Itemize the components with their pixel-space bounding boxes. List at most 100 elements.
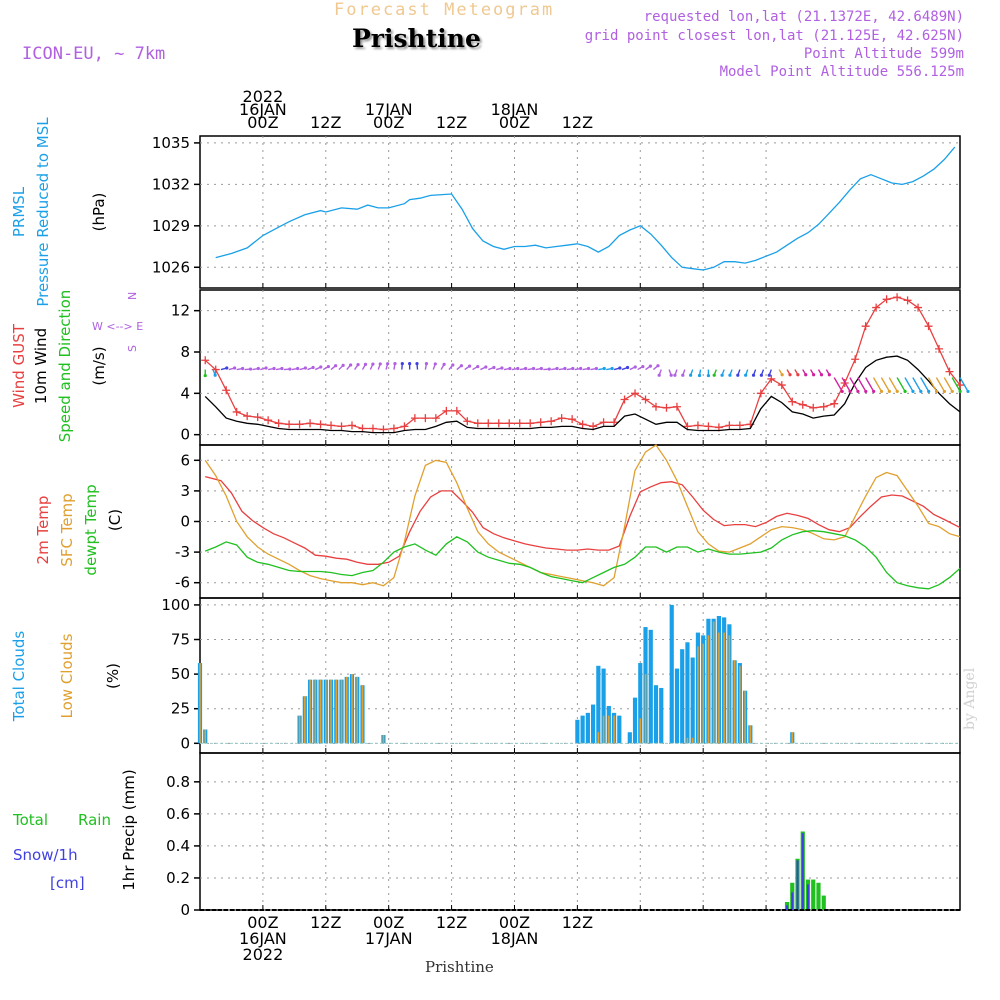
gust-marker [389,424,398,433]
gust-marker [620,395,629,404]
gust-marker [893,293,902,302]
wind-arrow-head [213,373,217,377]
temp-2m-label: 2m Temp [34,496,52,565]
wind-arrow-head [657,373,661,377]
wind-arrow-head [697,373,702,378]
pressure-panel: 1026 1029 1032 1035 [152,134,961,289]
gust-marker [756,389,765,398]
clouds-ytick-label: 0 [180,734,190,752]
low-clouds-bar [356,676,359,744]
requested-lonlat: requested lon,lat (21.1372E, 42.6489N) [643,9,964,25]
temperature-series-line [204,444,961,587]
temperature-ytick-label: -6 [175,574,190,592]
top-time-label: 00Z [247,113,278,132]
clouds-total-label: Total Clouds [10,631,28,723]
pressure-frame [199,135,961,289]
gust-marker [484,419,493,428]
low-clouds-bar [712,621,715,744]
snow-bar [791,892,794,910]
top-time-label: 2022 [243,87,284,106]
gust-marker [505,419,514,428]
wind-arrow-head [386,362,390,366]
total-clouds-bar [627,732,632,744]
wind-arrow-head [706,373,711,378]
low-clouds-bar [639,718,642,744]
clouds-panel: 0 25 50 75 100 [161,596,961,754]
gust-marker [452,406,461,415]
gust-marker [924,322,933,331]
wind-arrow-head [531,366,536,371]
gust-marker [442,406,451,415]
top-time-label: 17JAN [365,100,413,119]
low-clouds-bar [702,643,704,744]
total-clouds-bar [617,715,622,744]
snow-label: Snow/1h [13,846,78,864]
precip-frame [199,752,961,911]
gust-marker [410,414,419,423]
low-clouds-bar [298,715,301,744]
wind-arrow-head [433,362,437,366]
low-clouds-bar [361,685,364,744]
total-clouds-bar [690,657,695,744]
wind-arrow-head [788,373,792,377]
wind-arrow-head [203,373,207,378]
precip-ytick-label: 0 [180,901,190,919]
total-rain-label-1: Total [12,811,48,829]
wind-arrow [872,377,883,392]
low-clouds-bar [199,663,201,744]
low-clouds-bar [718,632,720,744]
wind-arrow-head [780,373,784,377]
wind-arrow [935,377,946,392]
wind-arrow-head [371,362,375,366]
total-clouds-bar [680,649,685,744]
top-time-label: 12Z [562,113,593,132]
wind-arrow-head [442,362,446,366]
wind-arrow-head [804,373,808,377]
wind-arrow [841,377,851,392]
low-clouds-bar [739,665,741,744]
wind-series-line [204,296,961,431]
gust-marker [788,397,797,406]
wind-arrow-head [864,389,868,394]
gust-marker [211,365,220,374]
low-clouds-bar [791,732,794,744]
total-clouds-bar [638,663,643,744]
wind-arrow-head [744,373,748,377]
wind-arrow-head [547,367,551,371]
temperature-ytick-label: -3 [175,543,190,561]
precip-ytick-label: 0.6 [166,805,190,823]
wind-arrow-head [903,389,907,394]
low-clouds-bar [686,737,689,744]
wind-arrow-head [571,366,575,371]
gust-marker [232,407,241,416]
top-time-label: 12Z [310,113,341,132]
gust-marker [777,381,786,390]
low-clouds-bar [728,635,731,744]
gust-marker [704,422,713,431]
wind-arrow-head [728,373,732,377]
wind-arrow-head [819,373,824,377]
low-clouds-bar [204,729,207,744]
wind-arrow [912,377,922,392]
gust-marker [914,303,923,312]
total-clouds-bar [591,704,596,744]
wind-ytick-label: 0 [180,426,190,444]
clouds-ytick-label: 25 [171,700,190,718]
total-clouds-bar [580,715,585,744]
wind-arrow-head [618,366,622,370]
wind-arrow [833,377,843,392]
wind-arrow-head [400,361,404,366]
wind-arrow-head [934,389,939,394]
temp-sfc-label: SFC Temp [58,493,76,566]
pressure-ytick-label: 1029 [152,217,190,235]
rain-bar [816,882,821,910]
gust-marker [547,417,556,426]
snow-unit-label: [cm] [50,874,85,892]
temperature-series-line [204,530,961,590]
product-title: Forecast Meteogram [334,0,555,20]
wind-arrow-head [656,364,660,368]
snow-bar [801,833,804,910]
temperature-ytick-label: 3 [180,482,190,500]
clouds-unit-label: (%) [104,663,122,689]
wind-unit-label: (m/s) [90,346,108,385]
